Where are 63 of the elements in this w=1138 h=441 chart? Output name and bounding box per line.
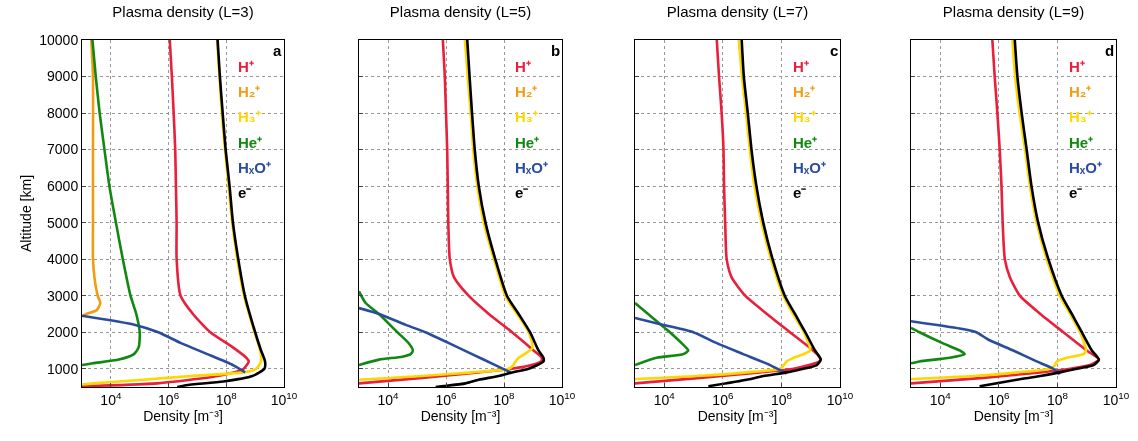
- y-tick-label: 3000: [47, 287, 79, 304]
- y-tick-label: 1000: [47, 360, 79, 377]
- x-tick-label: 10$^{6}$: [158, 389, 180, 408]
- text: HₓO⁺: [1069, 159, 1102, 176]
- text: e⁻: [793, 184, 807, 201]
- x-tick-label: 10$^{10}$: [1102, 389, 1130, 408]
- y-tick-label: 8000: [47, 104, 79, 121]
- x-tick-label: 10$^{4}$: [100, 389, 122, 408]
- text: H⁺: [515, 58, 531, 75]
- text: HₓO⁺: [515, 159, 548, 176]
- series-label: H₃⁺: [238, 108, 261, 125]
- x-tick-label: 10$^{6}$: [712, 389, 734, 408]
- y-tick-label: 4000: [47, 251, 79, 268]
- y-tick-label: 2000: [47, 324, 79, 341]
- chart-title: Plasma density (L=7): [666, 3, 809, 21]
- text: He⁺: [238, 134, 263, 151]
- annotation: c: [830, 42, 839, 59]
- x-axis-title: Density [m⁻³]: [143, 407, 223, 424]
- chart-title: Plasma density (L=3): [112, 3, 254, 21]
- annotation: a: [273, 42, 282, 59]
- x-tick-label: 10$^{8}$: [1046, 389, 1069, 408]
- x-tick-label: 10$^{4}$: [653, 389, 676, 408]
- text: H₃⁺: [515, 108, 538, 125]
- annotation: d: [1105, 42, 1115, 59]
- x-axis-title: Density [m⁻³]: [697, 407, 778, 424]
- text: H⁺: [1069, 58, 1085, 75]
- text: H⁺: [238, 58, 254, 75]
- legend-label: H₂⁺: [793, 83, 816, 100]
- y-tick-label: 7000: [47, 141, 79, 158]
- y-tick-label: 6000: [47, 178, 79, 195]
- text: He⁺: [515, 134, 540, 151]
- x-tick-label: 10$^{8}$: [493, 389, 516, 408]
- x-tick-label: 10$^{8}$: [215, 389, 238, 408]
- x-tick-label: 10$^{6}$: [435, 389, 458, 408]
- x-tick-label: 10$^{10}$: [270, 389, 298, 408]
- x-tick-label: 10$^{10}$: [548, 389, 576, 408]
- x-tick-label: 10$^{4}$: [377, 389, 400, 408]
- chart-title: Plasma density (L=9): [942, 3, 1085, 21]
- y-tick-label: 5000: [47, 214, 79, 231]
- text: HₓO⁺: [793, 159, 826, 176]
- x-tick-label: 10$^{6}$: [988, 389, 1010, 408]
- annotation: b: [551, 42, 561, 59]
- text: H⁺: [793, 58, 809, 75]
- x-tick-label: 10$^{10}$: [826, 389, 854, 408]
- y-axis-title: Altitude [km]: [17, 174, 34, 253]
- text: He⁺: [793, 134, 818, 151]
- text: HₓO⁺: [238, 159, 271, 176]
- series-label: e⁻: [238, 184, 252, 201]
- x-tick-label: 10$^{8}$: [770, 389, 793, 408]
- text: H₃⁺: [793, 108, 816, 125]
- y-tick-label: 10000: [39, 31, 79, 48]
- text: e⁻: [1069, 184, 1083, 201]
- text: e⁻: [515, 184, 529, 201]
- x-axis-title: Density [m⁻³]: [973, 407, 1054, 424]
- legend-label: H₂⁺: [1069, 83, 1092, 100]
- text: H₃⁺: [1069, 108, 1092, 125]
- y-tick-label: 9000: [47, 68, 79, 85]
- chart-title: Plasma density (L=5): [389, 3, 532, 21]
- text: He⁺: [1069, 134, 1094, 151]
- legend-label: H₂⁺: [515, 83, 538, 100]
- text: H₂⁺: [238, 83, 261, 100]
- x-tick-label: 10$^{4}$: [929, 389, 952, 408]
- x-axis-title: Density [m⁻³]: [420, 407, 501, 424]
